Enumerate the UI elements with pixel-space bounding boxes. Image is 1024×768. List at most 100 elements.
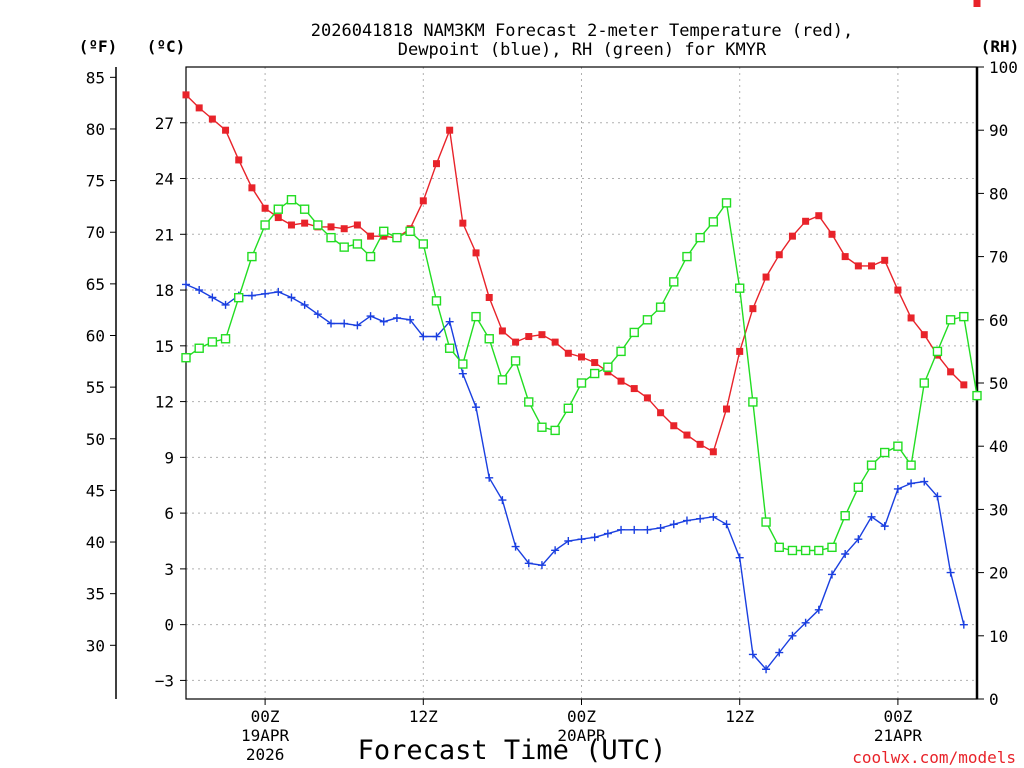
temperature-point — [802, 217, 810, 225]
dewpoint-point — [907, 479, 916, 488]
rh-point — [181, 353, 191, 363]
rh-point — [194, 343, 204, 353]
chart-title-line1: 2026041818 NAM3KM Forecast 2-meter Tempe… — [311, 21, 853, 41]
dewpoint-point — [274, 287, 283, 296]
rh-point — [748, 397, 758, 407]
celsius-tick-label: 12 — [155, 393, 174, 412]
temperature-point — [340, 225, 348, 233]
chart-title-line2: Dewpoint (blue), RH (green) for KMYR — [398, 40, 767, 60]
fahrenheit-tick-label: 65 — [86, 275, 105, 294]
celsius-tick-label: 15 — [155, 337, 174, 356]
fahrenheit-tick-label: 85 — [86, 68, 105, 87]
rh-point — [550, 425, 560, 436]
rh-point — [695, 232, 705, 243]
rh-point — [682, 251, 692, 262]
dewpoint-point — [353, 321, 362, 330]
temperature-point — [723, 405, 731, 413]
rh-point — [471, 311, 481, 322]
celsius-axis-ticks: −3 0 3 6 9 12 15 18 21 24 27 — [155, 114, 186, 690]
temperature-point — [670, 422, 678, 430]
rh-point — [313, 220, 323, 230]
rh-point — [972, 390, 982, 401]
dewpoint-point — [854, 535, 863, 544]
fahrenheit-tick-label: 50 — [86, 430, 105, 449]
temperature-point — [617, 377, 625, 385]
dewpoint-point — [419, 332, 428, 341]
rh-point — [484, 334, 494, 344]
dewpoint-point — [827, 570, 836, 579]
temperature-point — [643, 394, 651, 402]
dewpoint-point — [432, 332, 441, 341]
rh-point — [405, 226, 415, 237]
series-layer — [181, 0, 982, 674]
temperature-point — [973, 0, 981, 7]
dewpoint-point — [617, 525, 626, 534]
temperature-point — [182, 91, 190, 99]
dewpoint-point — [537, 561, 546, 570]
rh-point — [866, 460, 877, 470]
rh-point — [906, 460, 916, 470]
temperature-point — [762, 273, 770, 281]
time-tick-label: 00Z — [883, 707, 912, 726]
temperature-point — [498, 327, 506, 335]
date-label: 21APR — [874, 726, 923, 745]
celsius-tick-label: 3 — [164, 560, 174, 579]
rh-point — [616, 346, 626, 357]
dewpoint-point — [630, 525, 639, 534]
temperature-point — [591, 359, 599, 367]
dewpoint-point — [472, 403, 481, 412]
temperature-point — [327, 223, 335, 231]
rh-point — [379, 226, 389, 237]
celsius-tick-label: 9 — [164, 448, 174, 467]
rh-point — [642, 315, 653, 325]
dewpoint-point — [656, 523, 665, 532]
fahrenheit-axis-ticks: 30 35 40 45 50 55 60 65 70 75 80 85 — [86, 68, 116, 655]
dewpoint-point — [551, 546, 560, 555]
rh-point — [893, 441, 903, 451]
temperature-point — [788, 232, 796, 240]
time-tick-label: 00Z — [251, 707, 280, 726]
rh-tick-label: 90 — [989, 121, 1008, 140]
rh-point — [444, 343, 455, 353]
x-axis-label: Forecast Time (UTC) — [358, 735, 667, 766]
dewpoint-point — [762, 665, 771, 674]
dewpoint-point — [946, 568, 955, 577]
rh-point — [721, 198, 732, 208]
rh-point — [787, 545, 798, 556]
fahrenheit-unit-label: (ºF) — [79, 37, 118, 56]
rh-line — [185, 198, 978, 552]
dewpoint-point — [775, 648, 784, 657]
rh-point — [708, 217, 719, 227]
rh-tick-label: 80 — [989, 184, 1008, 203]
source-credit: coolwx.com/models — [852, 748, 1016, 767]
fahrenheit-tick-label: 40 — [86, 533, 105, 552]
rh-point — [273, 204, 283, 214]
rh-point — [959, 311, 969, 322]
temperature-point — [630, 385, 638, 393]
temperature-point — [222, 126, 230, 134]
rh-point — [814, 545, 824, 556]
rh-point — [497, 375, 508, 385]
rh-axis-ticks: 0 10 20 30 40 50 60 70 80 90 100 — [977, 58, 1018, 709]
rh-point — [827, 542, 837, 553]
rh-point — [576, 378, 587, 388]
celsius-tick-label: 6 — [164, 504, 174, 523]
rh-point — [234, 292, 244, 303]
temperature-point — [868, 262, 876, 270]
dewpoint-point — [485, 473, 494, 482]
rh-point — [774, 542, 784, 553]
dewpoint-point — [340, 319, 349, 328]
fahrenheit-tick-label: 70 — [86, 223, 105, 242]
temperature-point — [261, 204, 269, 212]
date-label: 20APR — [557, 726, 606, 745]
dewpoint-point — [247, 291, 256, 300]
rh-tick-label: 40 — [989, 437, 1008, 456]
temperature-point — [208, 115, 216, 123]
dewpoint-point — [814, 605, 823, 614]
dewpoint-point — [959, 620, 968, 629]
rh-point — [365, 251, 376, 262]
rh-point — [629, 327, 639, 338]
fahrenheit-tick-label: 30 — [86, 636, 105, 655]
celsius-tick-label: 0 — [164, 616, 174, 635]
